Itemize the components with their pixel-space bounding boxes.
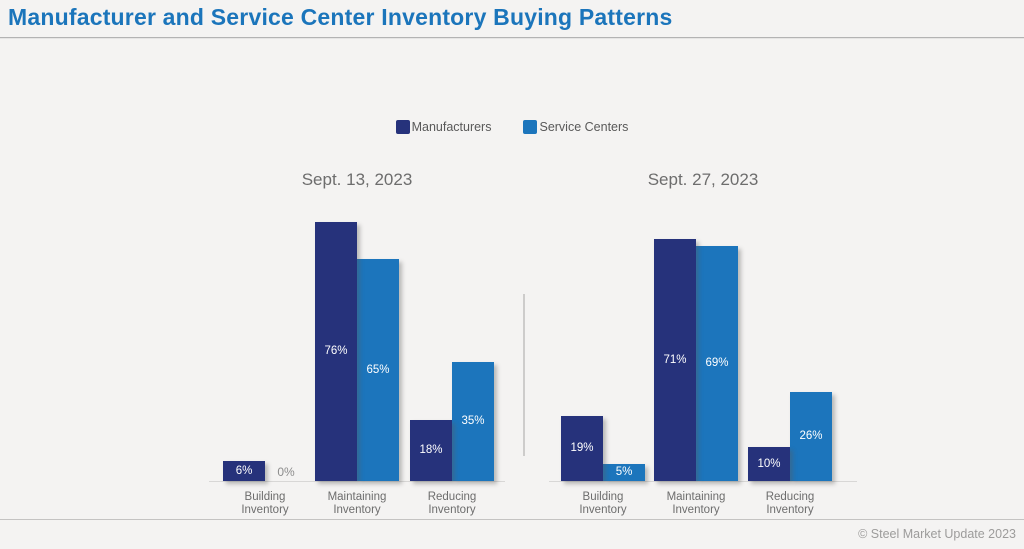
legend-item-manufacturers: Manufacturers <box>395 120 492 134</box>
bar-slot: 26% <box>790 219 832 481</box>
bar-slot: 69% <box>696 219 738 481</box>
bar-group: 10% 26% Reducing Inventory <box>748 219 832 516</box>
bar-slot: 76% <box>315 219 357 481</box>
bar-service-centers: 69% <box>696 246 738 481</box>
bar-group: 19% 5% Building Inventory <box>561 219 645 516</box>
bar-slot: 65% <box>357 219 399 481</box>
legend-item-service-centers: Service Centers <box>523 120 628 134</box>
manufacturers-swatch-icon <box>395 120 410 134</box>
bar-manufacturers: 18% <box>410 420 452 481</box>
bar-slot: 71% <box>654 219 696 481</box>
category-label: Building Inventory <box>241 491 289 516</box>
bar-value-label: 35% <box>461 415 485 427</box>
copyright-text: © Steel Market Update 2023 <box>858 527 1016 541</box>
bar-group: 18% 35% Reducing Inventory <box>410 219 494 516</box>
bar-group: 6% 0% Building Inventory <box>223 219 307 516</box>
bar-value-label: 19% <box>570 442 594 454</box>
bar-manufacturers: 71% <box>654 239 696 481</box>
bar-value-label: 10% <box>757 457 781 470</box>
legend-label-service-centers: Service Centers <box>539 120 629 134</box>
service-centers-swatch-icon <box>523 120 538 134</box>
chart-title-sept-13: Sept. 13, 2023 <box>301 170 413 189</box>
bar-slot: 6% <box>223 219 265 481</box>
bar-manufacturers: 19% <box>561 416 603 481</box>
bar-service-centers: 5% <box>603 464 645 481</box>
bar-service-centers: 26% <box>790 392 832 481</box>
chart-sept-27: Sept. 27, 2023 19% 5% Building Inventory 71… <box>549 170 857 516</box>
bar-value-label-zero: 0% <box>277 465 295 479</box>
plot-area-sept-27: 19% 5% Building Inventory 71% 69% Maintaining… <box>549 219 857 516</box>
footer-divider <box>0 519 1024 520</box>
category-label: Reducing Inventory <box>427 491 477 516</box>
bar-value-label: 69% <box>705 357 729 369</box>
legend-label-manufacturers: Manufacturers <box>411 120 492 134</box>
bar-service-centers: 65% <box>357 259 399 481</box>
bar-value-label: 5% <box>615 466 633 478</box>
page-title: Manufacturer and Service Center Inventor… <box>8 4 673 30</box>
bar-manufacturers: 10% <box>748 447 790 481</box>
bar-value-label: 65% <box>366 363 390 376</box>
chart-sept-13: Sept. 13, 2023 6% 0% Building Inventory 76%… <box>209 170 505 516</box>
category-label: Maintaining Inventory <box>666 491 726 516</box>
bar-manufacturers: 76% <box>315 222 357 481</box>
bar-manufacturers: 6% <box>223 461 265 481</box>
bar-value-label: 6% <box>235 464 253 477</box>
bar-slot: 19% <box>561 219 603 481</box>
bar-slot: 18% <box>410 219 452 481</box>
category-label: Building Inventory <box>579 491 627 516</box>
title-underline <box>0 37 1024 39</box>
chart-title-sept-27: Sept. 27, 2023 <box>647 170 759 189</box>
bar-value-label: 76% <box>324 345 348 357</box>
bar-slot: 10% <box>748 219 790 481</box>
bar-group: 71% 69% Maintaining Inventory <box>654 219 738 516</box>
bar-value-label: 26% <box>799 430 823 442</box>
plot-area-sept-13: 6% 0% Building Inventory 76% 65% Maintaining … <box>209 219 505 516</box>
bar-group: 76% 65% Maintaining Inventory <box>315 219 399 516</box>
bar-value-label: 71% <box>663 353 687 366</box>
category-label: Maintaining Inventory <box>327 491 387 516</box>
legend: Manufacturers Service Centers <box>0 120 1024 134</box>
charts-divider <box>523 294 525 456</box>
bar-slot: 5% <box>603 219 645 481</box>
bar-value-label: 18% <box>419 444 443 456</box>
bar-slot: 35% <box>452 219 494 481</box>
bar-service-centers: 35% <box>452 362 494 481</box>
bar-slot: 0% <box>265 219 307 481</box>
x-axis-line <box>549 481 857 482</box>
x-axis-line <box>209 481 505 482</box>
category-label: Reducing Inventory <box>765 491 815 516</box>
